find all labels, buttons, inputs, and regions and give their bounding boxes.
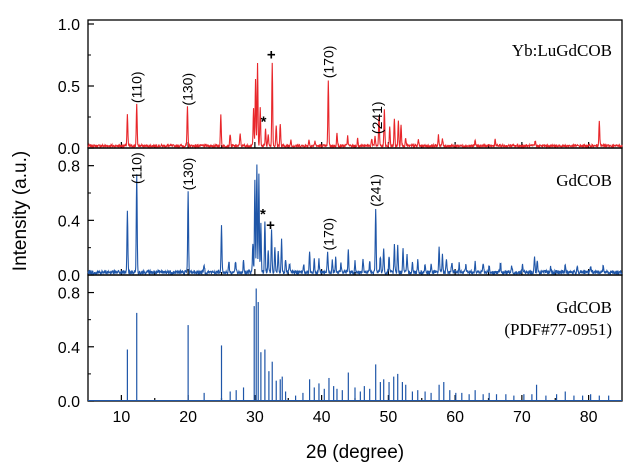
y-tick-label: 1.0: [58, 17, 80, 34]
x-tick-label: 10: [112, 409, 130, 426]
x-tick-label: 40: [313, 409, 331, 426]
panel-2: 0.0 0.4 0.8 (110) (130) (170) (241) *+ GdCOB: [58, 147, 623, 285]
x-tick-label: 20: [179, 409, 197, 426]
y-tick-label: 0.0: [58, 394, 80, 411]
sample-name: Yb:LuGdCOB: [512, 41, 612, 60]
plus-mark: +: [267, 47, 276, 64]
series-line: [87, 164, 623, 277]
peak-label: (110): [129, 71, 145, 103]
peak-label: (110): [129, 152, 145, 184]
peak-label: (241): [369, 101, 385, 134]
panel-frame: [87, 19, 623, 149]
peak-label: (170): [320, 218, 336, 251]
x-axis-title: 2θ (degree): [306, 442, 404, 463]
y-tick-label: 0.8: [58, 159, 80, 176]
sample-name: GdCOB: [556, 171, 612, 190]
series-line: [87, 62, 623, 150]
panel-3: 0.0 0.4 0.8 GdCOB (PDF#77-0951): [58, 274, 623, 411]
x-tick-label: 30: [246, 409, 264, 426]
panel-frame: [87, 147, 623, 276]
y-tick-label: 0.4: [58, 340, 80, 357]
y-tick-label: 0.5: [58, 79, 80, 96]
sample-name: (PDF#77-0951): [504, 320, 612, 339]
y-tick-label: 0.0: [58, 141, 80, 158]
plus-mark: +: [266, 217, 275, 234]
x-tick-label: 50: [379, 409, 397, 426]
asterisk-mark: *: [260, 206, 266, 223]
peak-label: (241): [368, 174, 384, 207]
y-tick-label: 0.4: [58, 213, 80, 230]
asterisk-mark: *: [261, 114, 267, 131]
y-tick-label: 0.8: [58, 286, 80, 303]
x-tick-label: 60: [446, 409, 464, 426]
panel-1: 0.0 0.5 1.0 (110) (130) (170) (241) * + Yb:LuGdCO…: [58, 17, 623, 158]
peak-label: (130): [179, 73, 195, 106]
x-tick-label: 80: [580, 409, 598, 426]
x-tick-label: 70: [513, 409, 531, 426]
y-tick-label: 0.0: [58, 268, 80, 285]
y-axis-title: Intensity (a.u.): [10, 151, 31, 271]
peak-label: (170): [320, 46, 336, 79]
peak-label: (130): [180, 158, 196, 191]
sample-name: GdCOB: [556, 298, 612, 317]
